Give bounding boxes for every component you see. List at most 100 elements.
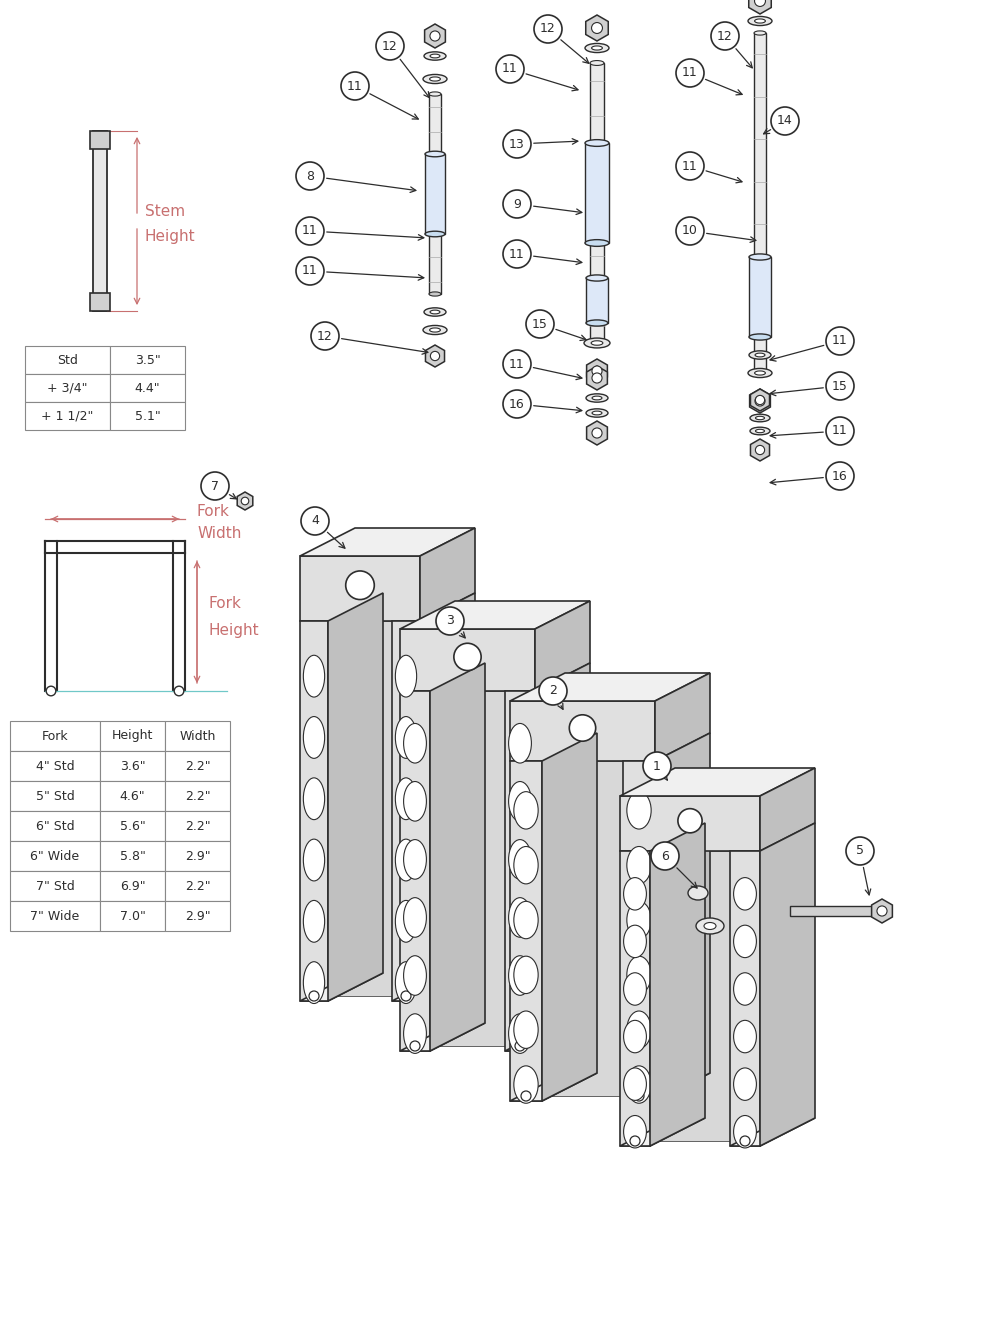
Ellipse shape	[748, 369, 772, 378]
Polygon shape	[430, 691, 505, 1046]
Ellipse shape	[750, 414, 770, 422]
Text: 11: 11	[682, 67, 698, 80]
Circle shape	[503, 390, 531, 418]
Circle shape	[503, 130, 531, 158]
Bar	[100, 901, 165, 930]
Circle shape	[503, 190, 531, 218]
Ellipse shape	[509, 840, 531, 880]
Ellipse shape	[877, 906, 887, 916]
Bar	[165, 721, 230, 751]
Text: 5.6": 5.6"	[120, 820, 145, 832]
Ellipse shape	[590, 60, 604, 65]
Ellipse shape	[755, 353, 765, 357]
Bar	[93, 130, 107, 311]
Text: 11: 11	[682, 160, 698, 173]
Polygon shape	[300, 528, 475, 556]
Ellipse shape	[590, 341, 604, 346]
Bar	[790, 906, 880, 916]
Ellipse shape	[624, 1067, 646, 1101]
Polygon shape	[655, 673, 710, 761]
Ellipse shape	[404, 1014, 426, 1053]
Ellipse shape	[734, 925, 756, 957]
Text: Fork: Fork	[197, 503, 230, 519]
Text: Height: Height	[112, 729, 153, 743]
Text: 7: 7	[211, 479, 219, 492]
Polygon shape	[430, 663, 485, 1051]
Text: 5.8": 5.8"	[120, 849, 145, 862]
Circle shape	[296, 162, 324, 190]
Circle shape	[311, 322, 339, 350]
Circle shape	[436, 607, 464, 635]
Text: 5.1": 5.1"	[135, 410, 160, 422]
Ellipse shape	[749, 334, 771, 341]
Ellipse shape	[425, 232, 445, 237]
Ellipse shape	[624, 973, 646, 1005]
Bar	[100, 841, 165, 870]
Ellipse shape	[410, 1041, 420, 1051]
Circle shape	[201, 473, 229, 500]
Ellipse shape	[586, 409, 608, 417]
Ellipse shape	[174, 687, 184, 696]
Text: 11: 11	[502, 63, 518, 76]
Ellipse shape	[46, 687, 56, 696]
Ellipse shape	[584, 338, 610, 347]
Bar	[10, 751, 100, 781]
Text: 11: 11	[347, 80, 363, 92]
Polygon shape	[586, 15, 608, 41]
Circle shape	[296, 257, 324, 285]
Ellipse shape	[624, 925, 646, 957]
Ellipse shape	[303, 962, 325, 1004]
Ellipse shape	[592, 411, 602, 415]
Bar	[100, 751, 165, 781]
Ellipse shape	[509, 956, 531, 996]
Text: 4: 4	[311, 515, 319, 527]
Text: 5" Std: 5" Std	[36, 789, 74, 803]
Ellipse shape	[586, 319, 608, 326]
Circle shape	[301, 507, 329, 535]
Ellipse shape	[425, 152, 445, 157]
Text: + 3/4": + 3/4"	[47, 382, 88, 394]
Circle shape	[676, 152, 704, 180]
Ellipse shape	[509, 724, 531, 763]
Bar	[10, 781, 100, 811]
Ellipse shape	[424, 52, 446, 60]
Ellipse shape	[592, 47, 602, 51]
Polygon shape	[510, 673, 710, 701]
Ellipse shape	[627, 1012, 651, 1049]
Bar	[585, 142, 609, 244]
Ellipse shape	[624, 877, 646, 910]
Text: 16: 16	[832, 470, 848, 483]
Polygon shape	[505, 691, 535, 1051]
Polygon shape	[392, 622, 420, 1001]
Ellipse shape	[430, 327, 440, 331]
Polygon shape	[650, 823, 705, 1146]
Text: 4.4": 4.4"	[135, 382, 160, 394]
Ellipse shape	[241, 498, 249, 504]
Bar	[110, 374, 185, 402]
Polygon shape	[400, 691, 430, 1051]
Ellipse shape	[749, 254, 771, 260]
Text: Std: Std	[57, 354, 78, 366]
Ellipse shape	[430, 77, 440, 81]
Circle shape	[771, 106, 799, 134]
Text: 2.2": 2.2"	[185, 820, 210, 832]
Text: 2.2": 2.2"	[185, 880, 210, 893]
Text: 2.9": 2.9"	[185, 909, 210, 922]
Ellipse shape	[755, 446, 765, 455]
Ellipse shape	[454, 643, 481, 671]
Ellipse shape	[756, 417, 765, 419]
Polygon shape	[420, 528, 475, 622]
Bar	[90, 130, 110, 149]
Text: 12: 12	[540, 23, 556, 36]
Ellipse shape	[592, 373, 602, 383]
Polygon shape	[650, 851, 730, 1141]
Text: 2.2": 2.2"	[185, 789, 210, 803]
Polygon shape	[392, 973, 475, 1001]
Polygon shape	[750, 389, 770, 413]
Ellipse shape	[514, 1012, 538, 1049]
Ellipse shape	[634, 1091, 644, 1101]
Ellipse shape	[509, 897, 531, 937]
Ellipse shape	[755, 371, 765, 375]
Ellipse shape	[734, 973, 756, 1005]
Circle shape	[296, 217, 324, 245]
